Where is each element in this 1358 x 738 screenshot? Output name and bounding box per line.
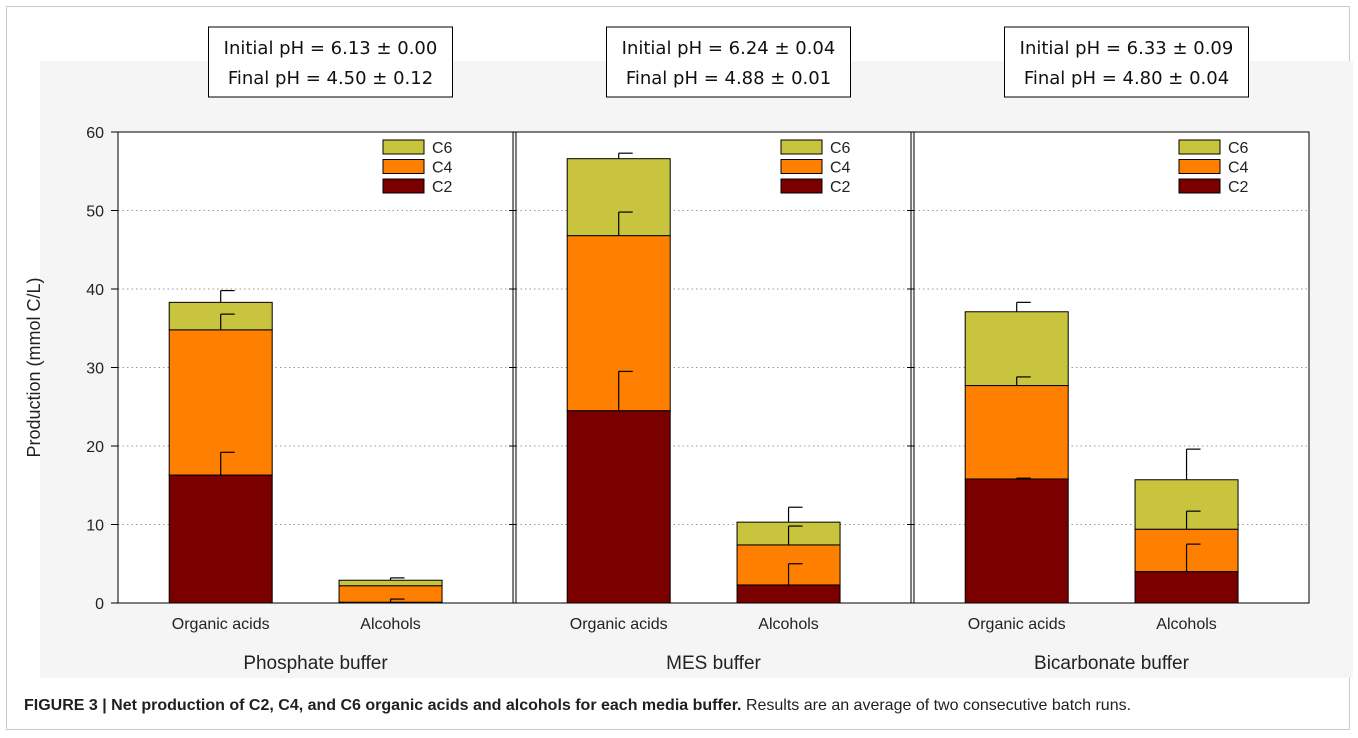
- legend-label-c2: C2: [432, 179, 453, 196]
- caption-text: Results are an average of two consecutiv…: [741, 697, 1132, 714]
- bar-c2: [1134, 571, 1239, 604]
- ph-initial: Initial pH = 6.33 ± 0.09: [1020, 38, 1234, 59]
- legend-swatch-c6: [780, 139, 823, 155]
- legend-label-c6: C6: [432, 140, 453, 157]
- bar-c4: [964, 385, 1069, 480]
- ph-final: Final pH = 4.88 ± 0.01: [626, 68, 831, 89]
- bar-c6: [338, 579, 443, 587]
- legend-swatch-c4: [1178, 159, 1221, 174]
- y-tick-label: 40: [86, 282, 104, 299]
- x-tick-label: Alcohols: [758, 616, 818, 633]
- legend-swatch-c2: [780, 178, 823, 194]
- panel-title: Phosphate buffer: [243, 653, 388, 674]
- bar-c2: [964, 478, 1069, 604]
- y-tick-label: 20: [86, 439, 104, 456]
- legend-swatch-c2: [1178, 178, 1221, 194]
- legend-label-c4: C4: [432, 160, 453, 177]
- legend-swatch-c4: [780, 159, 823, 174]
- ph-final: Final pH = 4.50 ± 0.12: [228, 68, 433, 89]
- y-tick-label: 0: [95, 596, 104, 613]
- bar-c2: [168, 474, 273, 604]
- ph-final: Final pH = 4.80 ± 0.04: [1024, 68, 1229, 89]
- legend-label-c2: C2: [1228, 179, 1249, 196]
- panel-3: Organic acids Alcohols C6 C4 C2 Bicarbonate b…: [907, 26, 1310, 674]
- legend-swatch-c6: [382, 139, 425, 155]
- figure-caption: FIGURE 3 | Net production of C2, C4, and…: [24, 697, 1131, 715]
- y-tick-label: 30: [86, 361, 104, 378]
- x-tick-label: Organic acids: [172, 616, 270, 633]
- panel-1: Organic acids Alcohols C6 C4 C2 Phosphate buf…: [111, 26, 514, 674]
- legend-swatch-c6: [1178, 139, 1221, 155]
- panel-title: Bicarbonate buffer: [1034, 653, 1190, 674]
- legend-swatch-c4: [382, 159, 425, 174]
- y-tick-label: 60: [86, 125, 104, 142]
- panel-title: MES buffer: [666, 653, 761, 674]
- x-tick-label: Organic acids: [968, 616, 1066, 633]
- ph-box: [208, 26, 453, 98]
- y-tick-label: 50: [86, 204, 104, 221]
- legend-label-c6: C6: [830, 140, 851, 157]
- legend-label-c6: C6: [1228, 140, 1249, 157]
- panel-2: Organic acids Alcohols C6 C4 C2 MES buffer Ini…: [509, 26, 912, 674]
- axis-frame: [913, 131, 1310, 604]
- bar-c6: [964, 311, 1069, 387]
- legend-label-c2: C2: [830, 179, 851, 196]
- bar-c2: [566, 410, 671, 604]
- legend-label-c4: C4: [1228, 160, 1249, 177]
- y-axis-label: Production (mmol C/L): [24, 277, 44, 457]
- ph-initial: Initial pH = 6.24 ± 0.04: [622, 38, 836, 59]
- x-tick-label: Organic acids: [570, 616, 668, 633]
- legend-swatch-c2: [382, 178, 425, 194]
- x-tick-label: Alcohols: [360, 616, 420, 633]
- bar-c2: [736, 584, 841, 604]
- x-tick-label: Alcohols: [1156, 616, 1216, 633]
- ph-initial: Initial pH = 6.13 ± 0.00: [224, 38, 438, 59]
- ph-box: [1004, 26, 1249, 98]
- legend-label-c4: C4: [830, 160, 851, 177]
- ph-box: [606, 26, 851, 98]
- caption-label: FIGURE 3 | Net production of C2, C4, and…: [24, 697, 742, 714]
- y-tick-label: 10: [86, 518, 104, 535]
